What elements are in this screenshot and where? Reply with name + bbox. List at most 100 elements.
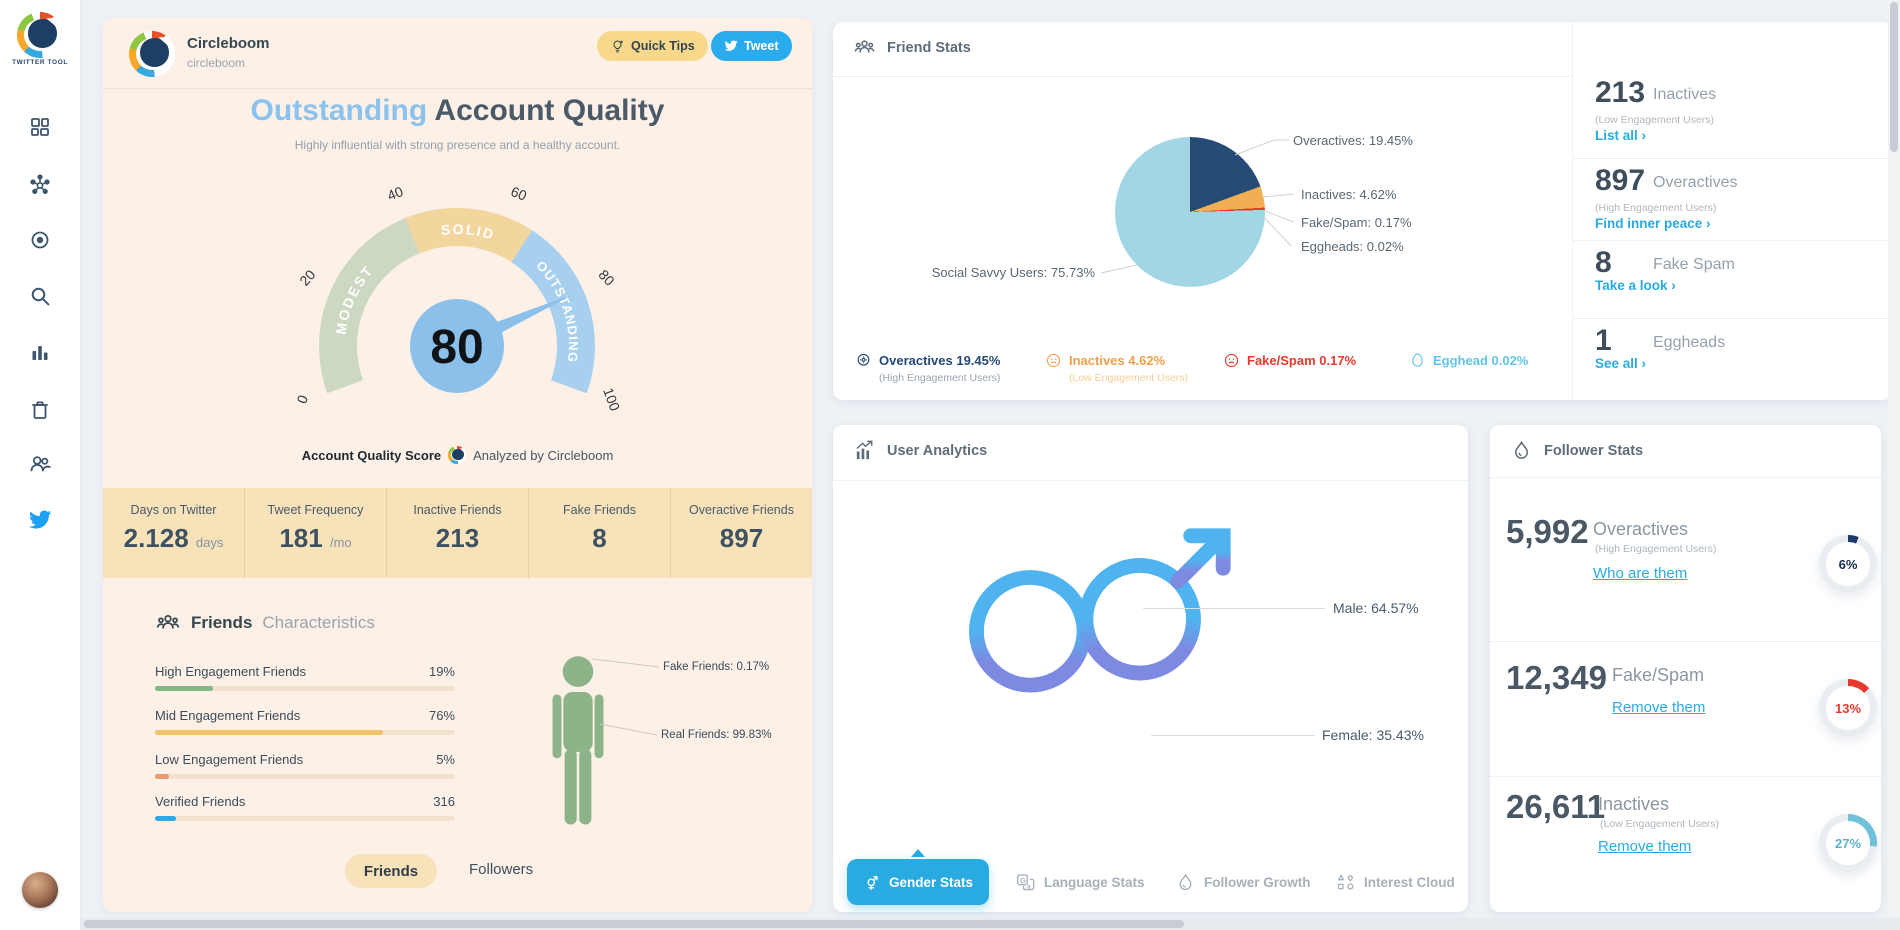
gauge-score: 80	[430, 321, 483, 374]
tab-followers[interactable]: Followers	[469, 861, 534, 878]
fc-value-mid: 76%	[428, 708, 455, 723]
shapes-icon	[1337, 873, 1354, 890]
gauge-tick-100: 100	[600, 386, 623, 414]
gauge-caption-bold: Account Quality Score	[301, 447, 442, 463]
account-quality-gauge: MODEST SOLID OUTSTANDING 0 20 40 60 80 1…	[293, 183, 623, 414]
flame-icon	[1179, 872, 1192, 890]
stat-overactive-friends: Overactive Friends 897	[670, 488, 812, 578]
vertical-scrollbar[interactable]	[1888, 0, 1900, 930]
fake-spam-donut: 13%	[1819, 679, 1877, 737]
remove-them-link[interactable]: Remove them	[1598, 838, 1692, 855]
side-label: Fake Spam	[1653, 256, 1735, 273]
gauge-caption: Account Quality Score Analyzed by Circle…	[103, 446, 812, 464]
male-label: Male: 64.57%	[1333, 600, 1419, 616]
side-row-overactives: 897 Overactives (High Engagement Users) …	[1572, 158, 1893, 240]
horizontal-scrollbar-thumb[interactable]	[84, 920, 1184, 928]
inactives-sub: (Low Engagement Users)	[1600, 818, 1720, 830]
gauge-tick-0: 0	[293, 393, 311, 406]
egg-icon	[1412, 353, 1423, 367]
gauge-tick-60: 60	[509, 183, 530, 204]
circleboom-logo[interactable]	[17, 12, 63, 58]
quick-tips-button[interactable]: Quick Tips	[597, 31, 708, 61]
user-analytics-title: User Analytics	[887, 442, 988, 459]
divider	[1490, 477, 1881, 478]
side-count: 1	[1595, 324, 1612, 357]
take-a-look-link[interactable]: Take a look ›	[1595, 278, 1676, 293]
side-count: 8	[1595, 246, 1612, 279]
side-label: Eggheads	[1653, 334, 1726, 351]
inactives-count: 26,611	[1506, 788, 1606, 825]
user-analytics-card: User Analytics Male: 64.57% Female: 35.4…	[833, 425, 1468, 912]
stat-days-on-twitter: Days on Twitter 2.128 days	[123, 503, 224, 553]
sidebar: TWITTER TOOL	[0, 0, 80, 930]
brand-label: TWITTER TOOL	[12, 59, 68, 66]
male-leader-line	[1143, 608, 1325, 609]
analytics-icon[interactable]	[28, 340, 52, 364]
side-sub: (High Engagement Users)	[1595, 202, 1717, 214]
inactives-donut: 27%	[1819, 814, 1877, 872]
gauge-caption-text: Analyzed by Circleboom	[473, 447, 614, 463]
fc-label-high: High Engagement Friends	[155, 664, 307, 679]
account-name: Circleboom	[187, 35, 270, 52]
person-figure-chart	[552, 656, 604, 825]
pie-label-overactives: Overactives: 19.45%	[1293, 133, 1413, 148]
tab-interest-cloud[interactable]: Interest Cloud	[1335, 865, 1455, 899]
tab-gender-stats[interactable]: Gender Stats	[847, 859, 989, 905]
tweet-button[interactable]: Tweet	[711, 31, 792, 61]
account-quality-card: Circleboom circleboom Quick Tips Tweet O…	[103, 18, 812, 912]
audience-icon[interactable]	[28, 228, 52, 252]
search-icon[interactable]	[28, 284, 52, 308]
side-label: Inactives	[1653, 86, 1717, 103]
divider	[1490, 776, 1881, 777]
fc-label-mid: Mid Engagement Friends	[155, 708, 301, 723]
divider	[1572, 318, 1893, 319]
svg-text:G: G	[1020, 875, 1026, 884]
title-accent: Outstanding	[250, 94, 428, 127]
flame-icon	[1514, 440, 1529, 459]
svg-text:a: a	[1027, 883, 1031, 890]
trash-icon[interactable]	[28, 398, 52, 422]
pie-label-fake-spam: Fake/Spam: 0.17%	[1301, 215, 1412, 230]
fc-label-verified: Verified Friends	[155, 794, 246, 809]
tab-friends[interactable]: Friends	[345, 854, 437, 888]
legend-inactives: Inactives 4.62% (Low Engagement Users)	[1045, 352, 1188, 384]
fc-label-low: Low Engagement Friends	[155, 752, 304, 767]
overactives-label: Overactives	[1593, 519, 1689, 539]
side-row-fake-spam: 8 Fake Spam Take a look ›	[1572, 240, 1893, 318]
translate-icon: Ga	[1016, 873, 1035, 890]
side-count: 897	[1595, 164, 1646, 197]
friend-stats-title: Friend Stats	[887, 39, 971, 56]
remove-them-link[interactable]: Remove them	[1612, 699, 1706, 716]
gender-icon	[867, 876, 878, 891]
friend-stats-card: Friend Stats Overactives: 19.45% Inactiv…	[833, 22, 1893, 400]
angry-face-icon	[1224, 353, 1239, 368]
head-gear-icon	[857, 353, 870, 366]
fc-value-verified: 316	[433, 794, 455, 809]
page-subtitle: Highly influential with strong presence …	[294, 138, 621, 152]
dashboard-icon[interactable]	[28, 115, 52, 139]
find-inner-peace-link[interactable]: Find inner peace ›	[1595, 216, 1711, 231]
twitter-icon[interactable]	[28, 508, 52, 532]
overactives-sub: (High Engagement Users)	[1595, 543, 1717, 555]
legend-egghead: Egghead 0.02%	[1409, 352, 1528, 372]
connections-icon[interactable]	[28, 172, 52, 196]
side-row-eggheads: 1 Eggheads See all ›	[1572, 318, 1893, 400]
account-avatar[interactable]	[129, 31, 175, 77]
divider	[1572, 158, 1893, 159]
tab-follower-growth[interactable]: Follower Growth	[1175, 865, 1311, 899]
fc-value-high: 19%	[428, 664, 455, 679]
horizontal-scrollbar[interactable]	[80, 918, 1900, 930]
who-are-them-link[interactable]: Who are them	[1593, 565, 1688, 582]
divider	[1572, 22, 1573, 400]
see-all-link[interactable]: See all ›	[1595, 356, 1647, 371]
vertical-scrollbar-thumb[interactable]	[1890, 2, 1898, 152]
twitter-bird-icon	[724, 40, 738, 51]
users-icon[interactable]	[28, 451, 52, 475]
list-all-link[interactable]: List all ›	[1595, 128, 1647, 143]
account-handle: circleboom	[187, 56, 246, 70]
circleboom-mini-logo	[448, 446, 467, 464]
pie-label-inactives: Inactives: 4.62%	[1301, 187, 1397, 202]
fake-spam-count: 12,349	[1506, 659, 1607, 696]
user-avatar[interactable]	[22, 872, 58, 908]
